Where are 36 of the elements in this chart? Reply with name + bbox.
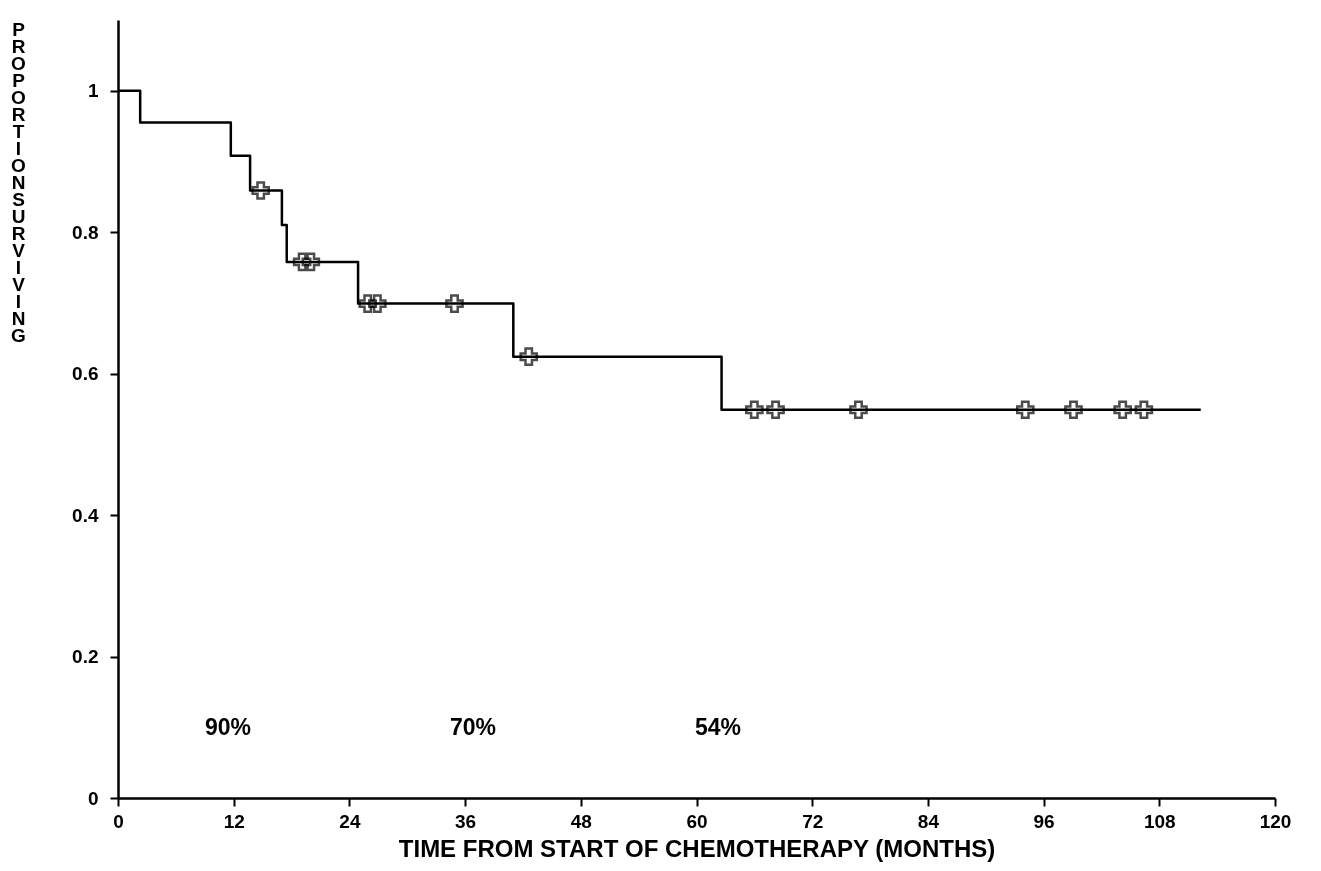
x-tick-label: 72 [802,810,824,832]
x-tick-label: 48 [570,810,592,832]
y-tick-label: 0.6 [72,363,99,385]
point [745,400,764,420]
x-tick-label: 12 [223,810,245,832]
point [519,347,539,366]
point [368,294,387,313]
point [1113,400,1132,420]
x-tick-label: 60 [686,810,708,832]
text: PROPORTION SURVIVING [11,18,26,346]
y-tick-label: 1 [87,80,99,102]
annotation: 54% [694,714,742,740]
point [358,294,378,313]
annotation: 70% [449,714,497,740]
y-tick-label: 0 [87,787,99,809]
point [1064,400,1083,420]
point [766,400,785,420]
x-tick-label: 96 [1033,810,1055,832]
point [1015,400,1035,420]
point [251,181,271,200]
point [849,400,868,420]
x-tick-label: 84 [917,810,940,832]
x-tick-label: 24 [339,810,361,832]
x-tick-label: 120 [1259,810,1292,832]
point [1134,400,1154,420]
y-tick-label: 0.2 [72,646,99,668]
y-tick-label: 0.8 [72,221,99,243]
x-axis-title: TIME FROM START OF CHEMOTHERAPY (MONTHS) [398,834,996,862]
point [301,252,321,272]
point [292,252,312,272]
annotation: 90% [204,714,252,740]
x-tick-label: 108 [1143,810,1176,832]
point [445,294,464,313]
y-tick-label: 0.4 [72,504,99,526]
x-tick-label: 0 [113,810,124,832]
x-tick-label: 36 [455,810,477,832]
